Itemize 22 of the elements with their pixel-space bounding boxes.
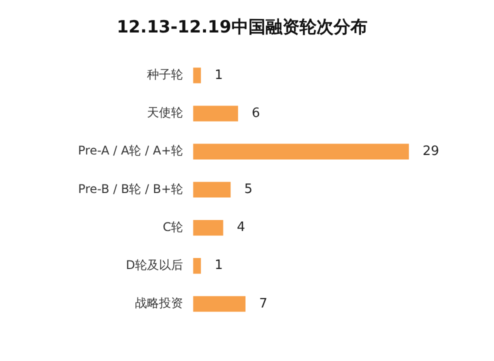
y-tick-label: C轮 xyxy=(162,220,184,234)
bar xyxy=(193,106,238,122)
data-label: 6 xyxy=(252,106,260,121)
data-label: 1 xyxy=(214,68,223,83)
y-tick-label: Pre-A / A轮 / A+轮 xyxy=(78,144,184,158)
data-label: 1 xyxy=(214,258,223,274)
chart-title: 12.13-12.19中国融资轮次分布 xyxy=(116,18,368,38)
bar xyxy=(193,144,409,160)
bar xyxy=(193,220,224,236)
bar xyxy=(193,182,231,198)
y-tick-label: 种子轮 xyxy=(147,68,184,82)
y-tick-label: Pre-B / B轮 / B+轮 xyxy=(78,182,184,196)
data-label: 29 xyxy=(422,144,440,159)
bar xyxy=(193,296,246,312)
data-label: 5 xyxy=(244,182,253,198)
bar xyxy=(193,68,201,84)
y-tick-label: 战略投资 xyxy=(135,296,184,310)
y-tick-label: 天使轮 xyxy=(147,106,184,120)
data-label: 7 xyxy=(259,296,268,312)
data-label: 4 xyxy=(236,220,246,236)
bar xyxy=(193,258,201,274)
y-tick-label: D轮及以后 xyxy=(126,258,184,272)
